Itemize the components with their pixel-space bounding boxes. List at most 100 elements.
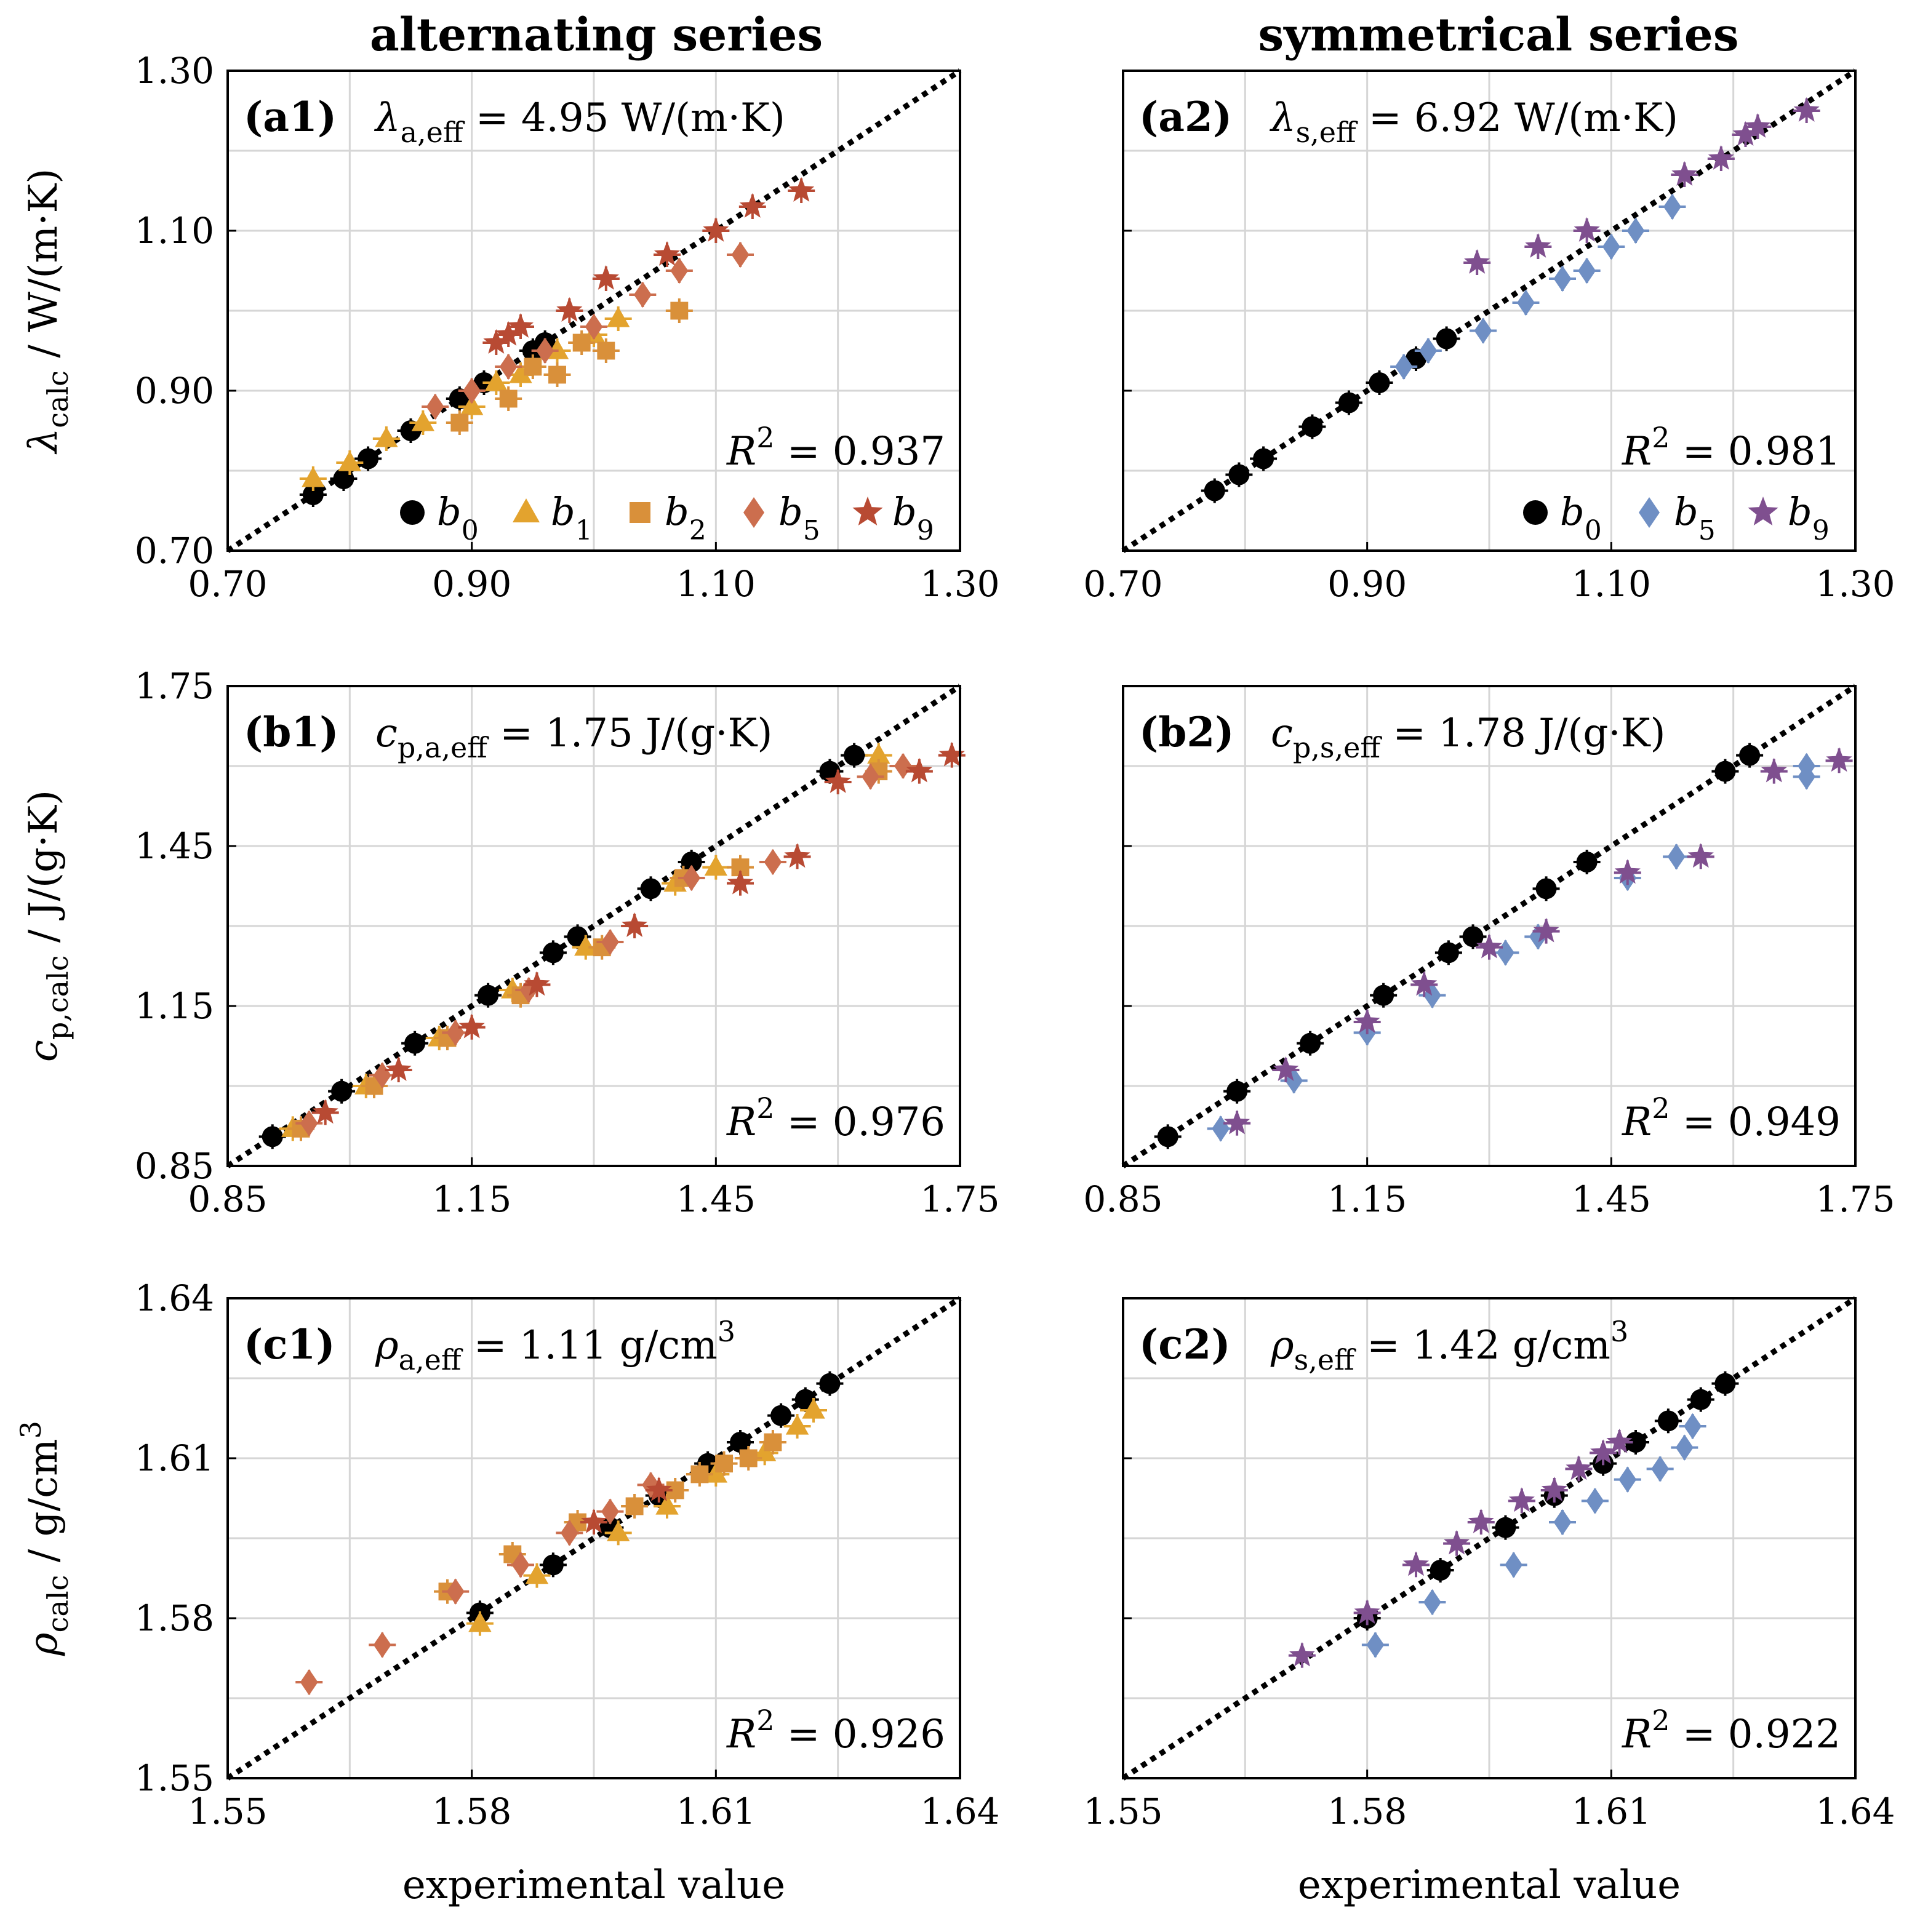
data-point-b0 (1714, 1373, 1736, 1394)
legend-label: b0 (437, 489, 479, 546)
annotation-subscript: a,eff (399, 1343, 463, 1376)
panel-label: (c1) (244, 1320, 335, 1368)
data-point-b9 (1273, 1056, 1299, 1081)
y-axis-label: λcalc / W/(m·K) (21, 169, 74, 455)
data-point-b9 (483, 329, 510, 354)
x-tick-label: 1.58 (1327, 1790, 1407, 1832)
data-point-b1 (375, 426, 398, 447)
data-point-b0 (681, 852, 702, 872)
annotation-value: = 6.92 W/(m·K) (1356, 95, 1678, 141)
r-squared-symbol: R (726, 429, 756, 474)
legend-marker-b0 (1523, 500, 1548, 525)
axes-frame (226, 1297, 961, 1779)
data-point-b0 (819, 1373, 841, 1394)
data-point-b5 (682, 864, 701, 892)
legend-label: b5 (778, 489, 820, 546)
data-point-b2 (625, 1497, 644, 1515)
legend-label-subscript: 5 (1698, 515, 1716, 546)
panel-a1: 0.700.70 0.90 0.90 1.10 1.10 1.30 1.30 (a1) λa,e… (135, 50, 1000, 605)
r-squared-value: = 0.981 (1670, 429, 1841, 474)
x-tick-label: 1.10 (676, 563, 756, 605)
x-tick-label: 0.90 (432, 563, 511, 605)
r-squared-symbol: R (726, 1712, 756, 1757)
r-squared: R2 = 0.922 (1622, 1704, 1841, 1757)
data-point-b1 (574, 935, 598, 956)
data-point-b0 (542, 942, 564, 964)
y-tick-label: 1.45 (135, 825, 214, 867)
r-squared-value: = 0.976 (774, 1100, 945, 1145)
data-point-b5 (1675, 1434, 1694, 1461)
series-b9 (1223, 747, 1853, 1136)
y-tick-label: 1.61 (135, 1437, 214, 1479)
data-point-b9 (1606, 1428, 1633, 1453)
data-point-b9 (1533, 917, 1559, 943)
y-axis-labels: λcalc / W/(m·K)cp,calc / J/(g·K)ρcalc / … (14, 169, 74, 1656)
annotation-subscript: s,eff (1294, 1343, 1356, 1376)
x-tick-label: 1.15 (432, 1178, 511, 1220)
panels: 0.700.700.900.901.101.101.301.30(a1) λa,e… (135, 50, 1895, 1832)
data-point-b9 (938, 741, 965, 767)
x-tick-label: 0.90 (1327, 563, 1407, 605)
data-point-b0 (730, 1432, 751, 1453)
y-tick-label: 1.55 (135, 1757, 214, 1799)
r-squared-value: = 0.926 (774, 1712, 945, 1757)
data-point-b0 (1657, 1410, 1679, 1432)
r-squared-exponent: 2 (1652, 421, 1670, 454)
data-point-b5 (1798, 764, 1816, 790)
data-point-b5 (373, 1632, 391, 1658)
legend-marker-b2 (630, 502, 650, 523)
series-b0 (1154, 743, 1764, 1149)
y-tick-label: 1.58 (135, 1597, 214, 1639)
legend-label-name: b (1788, 489, 1812, 534)
data-point-b1 (525, 1563, 549, 1584)
data-point-b1 (704, 855, 728, 876)
data-point-b1 (338, 450, 362, 471)
data-point-b5 (764, 848, 782, 876)
data-point-b9 (495, 321, 522, 346)
x-tick-label: 1.75 (1815, 1178, 1895, 1220)
axes-frame (226, 685, 961, 1167)
annotation-value: = 1.78 J/(g·K) (1380, 711, 1665, 756)
data-point-b9 (1508, 1487, 1535, 1512)
series-b9 (311, 741, 966, 1125)
r-squared-exponent: 2 (1652, 1704, 1670, 1737)
annotation-subscript: s,eff (1296, 116, 1358, 149)
legend-label-subscript: 0 (462, 515, 479, 546)
r-squared-symbol: R (1622, 429, 1652, 474)
y-axis-label-unit: / g/cm (21, 1439, 66, 1575)
data-point-b0 (1300, 1032, 1321, 1054)
data-point-b0 (262, 1126, 283, 1148)
data-point-b5 (1663, 193, 1681, 220)
series-b5 (1390, 193, 1686, 380)
series-b9 (1463, 97, 1820, 275)
annotation-subscript: p,s,eff (1293, 731, 1383, 764)
legend-marker-b5 (743, 497, 764, 528)
legend-label: b0 (1560, 489, 1602, 546)
x-tick-label: 1.30 (1815, 563, 1895, 605)
data-point-b0 (302, 484, 324, 505)
data-point-b0 (1535, 878, 1557, 900)
y-tick-label: 1.75 (135, 665, 214, 707)
data-point-b0 (640, 878, 662, 900)
data-point-b5 (1517, 289, 1535, 316)
legend-label-subscript: 1 (575, 515, 593, 546)
panel-label: (c2) (1139, 1320, 1231, 1368)
series-b5 (295, 752, 917, 1136)
data-point-b2 (450, 413, 469, 432)
annotation-superscript: 3 (1610, 1315, 1628, 1348)
data-point-b0 (1714, 760, 1736, 782)
axes-frame (1122, 1297, 1857, 1779)
x-tick-label: 1.75 (920, 1178, 999, 1220)
x-tick-label: 1.45 (1572, 1178, 1651, 1220)
annotation-value: = 1.11 g/cm (462, 1323, 718, 1368)
parity-line (1121, 1296, 1857, 1781)
data-point-b5 (1651, 1456, 1670, 1482)
y-axis-label-symbol: λ (21, 428, 66, 455)
axes-frame (1122, 70, 1857, 552)
data-point-b5 (446, 1578, 465, 1605)
data-point-b9 (1793, 97, 1820, 122)
data-point-b0 (331, 1080, 353, 1102)
annotation-value: = 1.75 J/(g·K) (487, 711, 772, 756)
x-tick-label: 1.45 (676, 1178, 756, 1220)
data-point-b9 (385, 1056, 412, 1081)
